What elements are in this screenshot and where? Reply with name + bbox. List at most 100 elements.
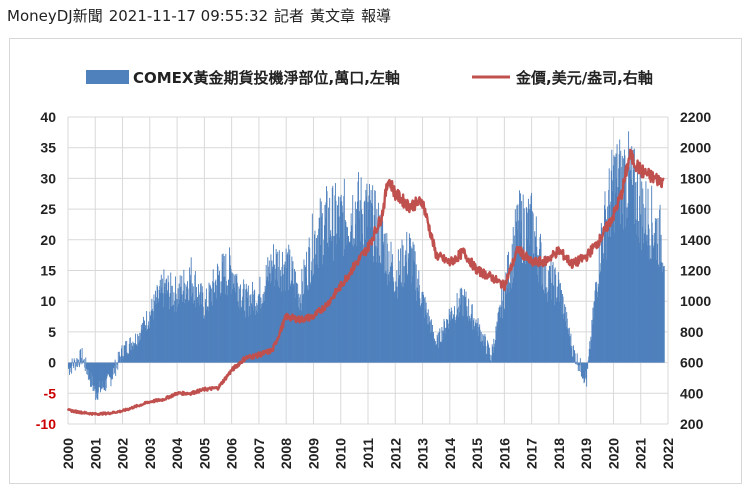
position-bar (597, 283, 599, 363)
position-bar (635, 219, 637, 363)
position-bar (98, 362, 100, 388)
position-bar (512, 227, 514, 363)
position-bar (574, 350, 576, 363)
position-bar (631, 184, 633, 363)
position-bar (243, 279, 245, 363)
position-bar (499, 304, 501, 363)
position-bar (397, 286, 399, 363)
position-bar (142, 329, 144, 363)
position-bar (311, 213, 313, 363)
position-bar (605, 259, 607, 363)
position-bar (373, 215, 375, 363)
position-bar (177, 288, 179, 363)
position-bar (663, 265, 665, 363)
x-tick-label: 2016 (496, 438, 512, 469)
position-bar (557, 272, 559, 363)
position-bar (278, 266, 280, 363)
gold-positions-chart: 4035302520151050-5-102200200018001600140… (36, 69, 712, 469)
position-bar (83, 359, 85, 363)
position-bar (148, 321, 150, 363)
position-bar (540, 233, 541, 363)
position-bar (523, 208, 525, 363)
position-bar (609, 204, 611, 363)
position-bar (203, 318, 205, 363)
position-bar (530, 209, 531, 363)
position-bar (470, 314, 472, 363)
position-bar (156, 303, 158, 363)
position-bar (368, 195, 370, 363)
position-bar (418, 270, 420, 363)
position-bar (281, 267, 283, 363)
position-bar (186, 286, 188, 363)
position-bar (354, 201, 356, 363)
position-bar (398, 275, 400, 363)
position-bar (145, 330, 147, 363)
position-bar (584, 362, 586, 383)
position-bar (658, 264, 659, 363)
position-bar (194, 274, 196, 363)
position-bar (557, 297, 559, 363)
position-bar (308, 237, 310, 363)
position-bar (223, 255, 225, 363)
position-bar (358, 172, 359, 363)
position-bar (616, 178, 618, 363)
position-bar (174, 312, 176, 363)
position-bar (150, 315, 152, 363)
position-bar (202, 292, 204, 363)
position-bar (134, 343, 136, 363)
position-bar (241, 308, 243, 363)
position-bar (229, 247, 230, 363)
y-left-tick-label: 35 (40, 140, 56, 156)
position-bar (505, 275, 507, 363)
position-bar (280, 276, 282, 363)
position-bar (291, 256, 293, 363)
position-bar (658, 267, 660, 363)
position-bar (486, 354, 488, 363)
position-bar (339, 237, 341, 363)
position-bar (82, 360, 84, 363)
position-bar (176, 299, 178, 363)
position-bar (607, 206, 609, 363)
position-bar (650, 258, 652, 363)
position-bar (146, 329, 148, 363)
position-bar (258, 293, 260, 363)
position-bar (383, 241, 385, 363)
position-bar (232, 273, 234, 363)
position-bar (198, 284, 199, 363)
position-bar (598, 233, 600, 363)
position-bar (511, 244, 513, 363)
position-bar (549, 266, 551, 363)
position-bar (123, 356, 124, 363)
position-bar (444, 321, 445, 363)
position-bar (254, 289, 256, 363)
position-bar (463, 316, 465, 363)
position-bar (431, 331, 433, 363)
x-tick-label: 2015 (469, 438, 485, 469)
position-bar (552, 265, 554, 363)
position-bar (424, 317, 426, 363)
position-bar (184, 299, 186, 363)
position-bar (423, 294, 424, 363)
position-bar (533, 260, 535, 363)
position-bar (219, 270, 220, 363)
position-bar (590, 339, 592, 363)
position-bar (455, 317, 457, 363)
position-bar (492, 346, 494, 363)
position-bar (660, 234, 662, 363)
position-bar (608, 189, 610, 363)
position-bar (624, 155, 626, 363)
position-bar (457, 308, 459, 363)
position-bar (342, 256, 344, 363)
position-bar (612, 191, 614, 363)
position-bar (631, 146, 633, 363)
position-bar (377, 202, 379, 363)
position-bar (243, 284, 245, 363)
position-bar (104, 362, 106, 391)
position-bar (620, 196, 622, 363)
position-bar (173, 292, 175, 363)
position-bar (385, 271, 387, 363)
position-bar (350, 231, 352, 363)
position-bar (448, 308, 450, 363)
position-bar (437, 332, 439, 363)
position-bar (129, 337, 131, 363)
